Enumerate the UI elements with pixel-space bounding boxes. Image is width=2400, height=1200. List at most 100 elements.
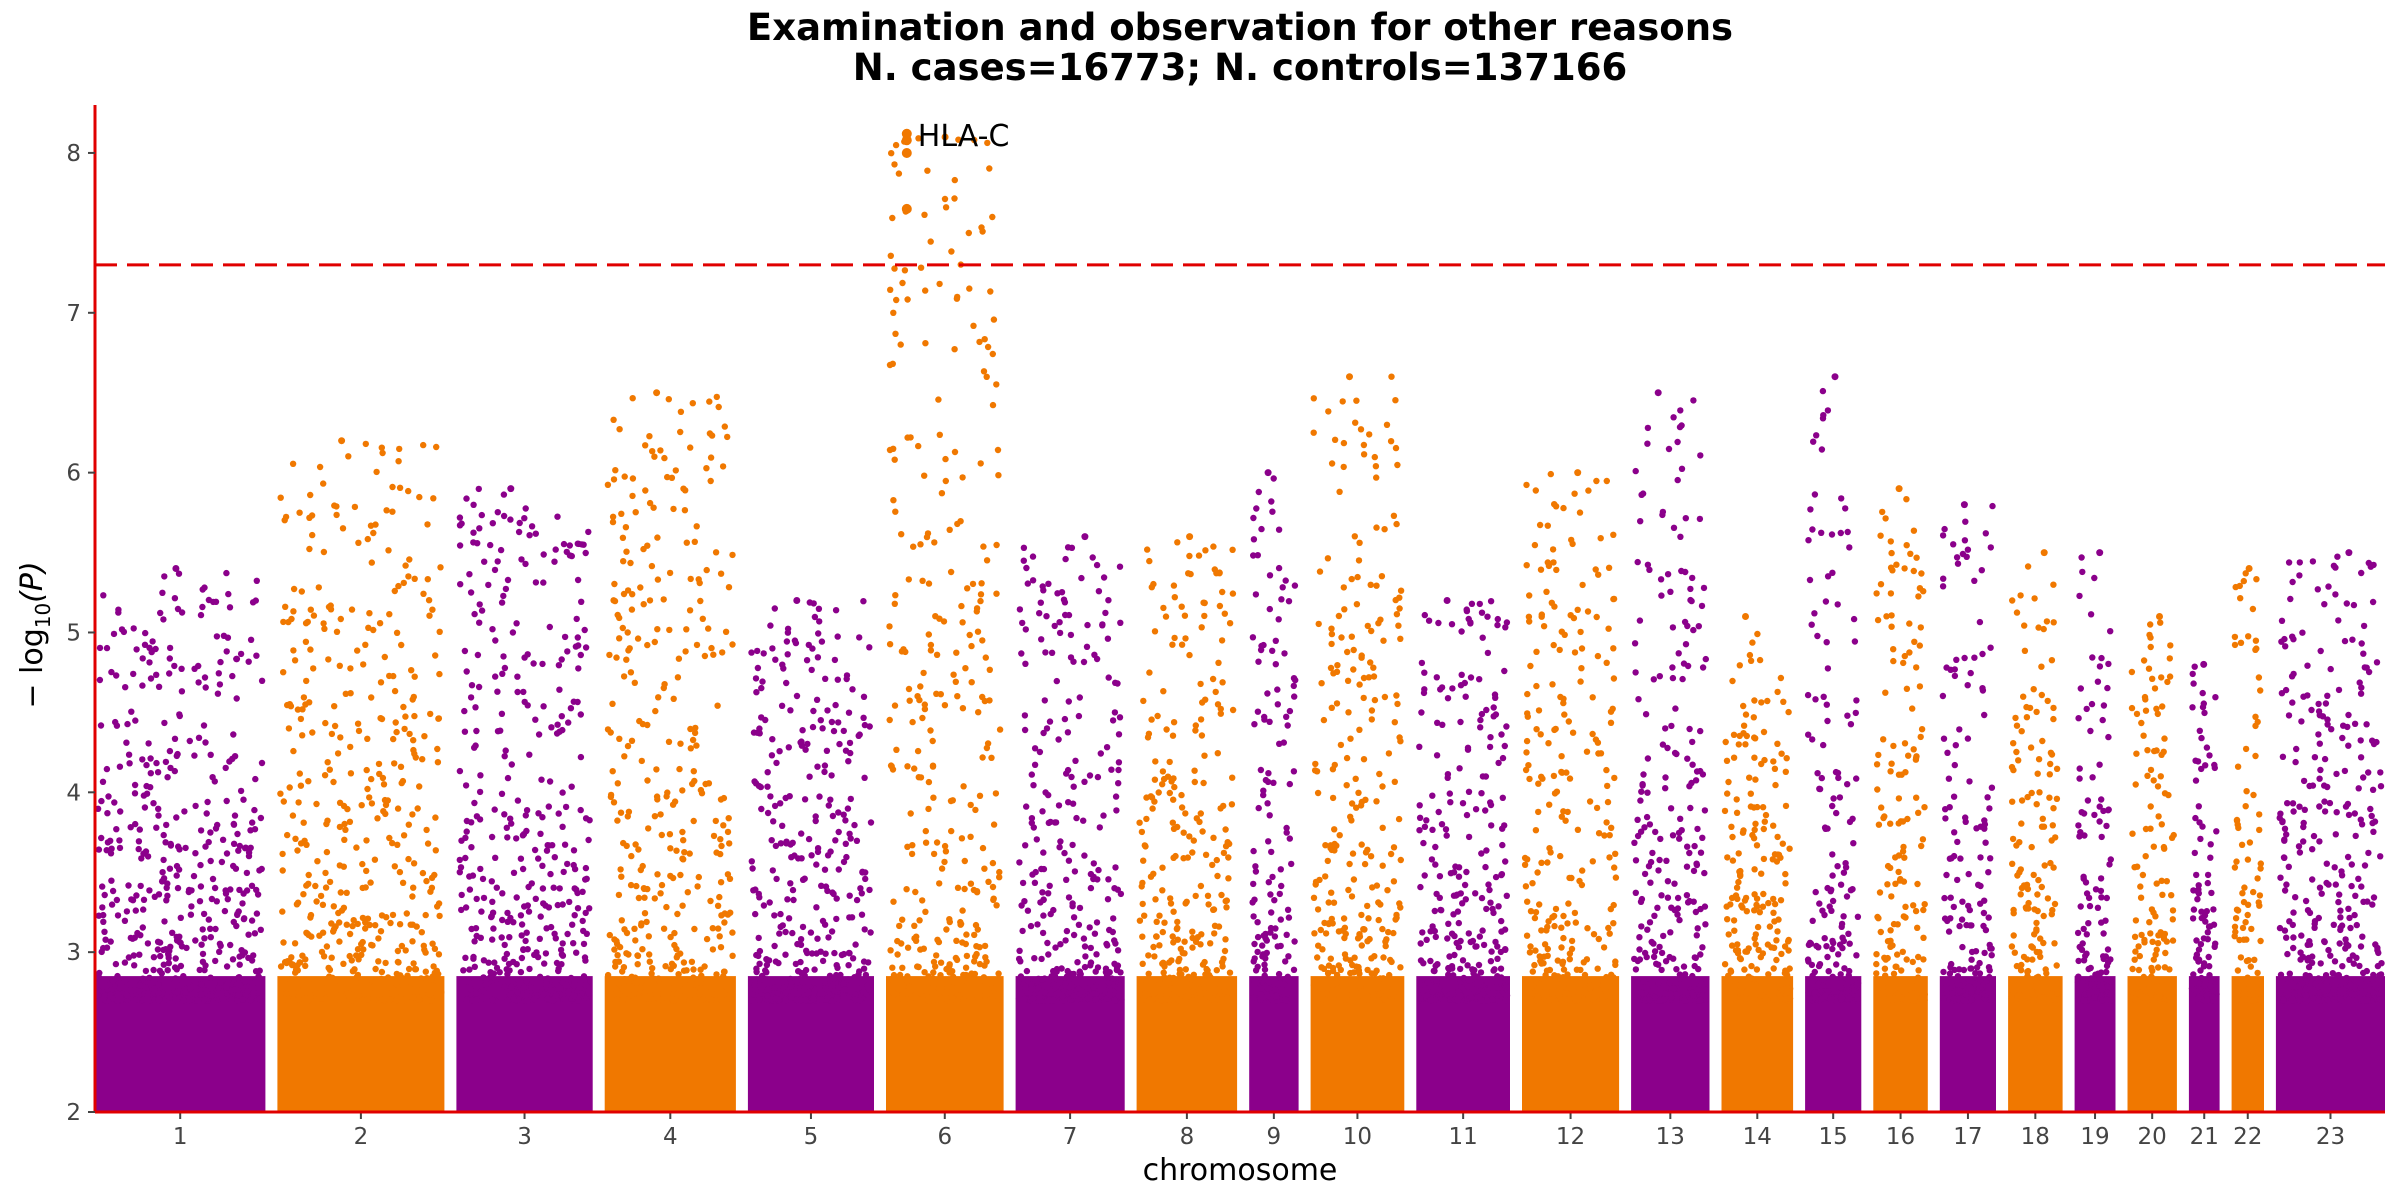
- snp-point: [147, 675, 155, 682]
- snp-point: [1535, 707, 1543, 714]
- chromosome-5-points: [747, 597, 875, 1112]
- snp-point: [1290, 768, 1298, 775]
- snp-point: [841, 986, 849, 993]
- snp-point: [1446, 996, 1454, 1003]
- snp-point: [889, 766, 897, 773]
- snp-point: [833, 962, 840, 969]
- snp-point: [767, 622, 774, 629]
- snp-point: [951, 195, 958, 202]
- snp-point: [1417, 940, 1424, 947]
- snp-point: [724, 828, 732, 836]
- snp-point: [172, 996, 180, 1004]
- snp-point: [160, 876, 167, 883]
- snp-point: [1637, 898, 1645, 905]
- chromosome-3-points: [456, 485, 593, 1112]
- snp-point: [1760, 890, 1767, 898]
- snp-point: [166, 994, 173, 1001]
- snp-point: [1229, 992, 1236, 999]
- snp-point: [1350, 969, 1358, 976]
- snp-point: [1266, 572, 1274, 579]
- snp-point: [1676, 423, 1684, 431]
- snp-point: [1463, 811, 1471, 819]
- snp-point: [520, 946, 527, 954]
- snp-point: [1608, 824, 1615, 831]
- snp-point: [1397, 635, 1404, 642]
- snp-point: [830, 890, 837, 898]
- snp-point: [1090, 860, 1098, 867]
- snp-point: [1283, 931, 1290, 938]
- snp-point: [1782, 880, 1789, 887]
- snp-point: [235, 991, 242, 999]
- snp-point: [668, 995, 675, 1002]
- snp-point: [199, 603, 206, 611]
- snp-point: [1356, 970, 1363, 977]
- snp-point: [1606, 930, 1613, 937]
- snp-point: [670, 695, 677, 702]
- snp-point: [1372, 463, 1380, 470]
- snp-point: [653, 766, 660, 773]
- snp-point: [409, 938, 416, 945]
- snp-point: [658, 881, 666, 889]
- snp-point: [456, 542, 464, 549]
- snp-point: [1061, 849, 1068, 857]
- snp-point: [860, 714, 867, 721]
- snp-point: [1752, 941, 1759, 948]
- snp-point: [635, 894, 643, 902]
- snp-point: [95, 912, 103, 919]
- snp-point: [994, 446, 1002, 454]
- snp-point: [1280, 980, 1288, 988]
- snp-point: [1534, 869, 1541, 876]
- snp-point: [908, 850, 916, 858]
- snp-point: [143, 761, 150, 769]
- snp-point: [1170, 719, 1178, 726]
- snp-point: [1197, 680, 1204, 688]
- snp-point: [981, 697, 989, 705]
- snp-point: [980, 368, 988, 375]
- snp-point: [1743, 908, 1751, 915]
- snp-point: [611, 946, 618, 953]
- snp-point: [127, 824, 134, 831]
- snp-point: [435, 951, 443, 958]
- snp-point: [1063, 876, 1070, 883]
- snp-point: [765, 957, 773, 964]
- snp-point: [987, 288, 994, 295]
- snp-point: [494, 688, 501, 695]
- snp-point: [691, 987, 698, 994]
- snp-point: [1024, 580, 1032, 587]
- snp-point: [386, 611, 393, 618]
- snp-point: [560, 868, 567, 876]
- snp-point: [889, 214, 896, 222]
- snp-point: [1724, 916, 1731, 923]
- snp-point: [199, 586, 206, 593]
- snp-point: [1360, 674, 1368, 682]
- snp-point: [538, 776, 545, 783]
- snp-point: [307, 606, 314, 613]
- snp-point: [982, 654, 989, 661]
- snp-point: [853, 896, 861, 904]
- snp-point: [1566, 874, 1573, 882]
- snp-point: [1571, 649, 1579, 656]
- snp-point: [1311, 930, 1318, 937]
- snp-point: [135, 845, 142, 853]
- snp-point: [607, 793, 615, 801]
- snp-point: [531, 846, 539, 854]
- snp-point: [904, 763, 911, 770]
- snp-point: [1532, 827, 1540, 834]
- snp-point: [677, 408, 685, 415]
- snp-point: [1310, 395, 1318, 402]
- snp-point: [1544, 859, 1551, 866]
- snp-point: [1428, 996, 1435, 1004]
- snp-point: [397, 763, 405, 770]
- snp-point: [1486, 886, 1493, 894]
- snp-point: [1116, 714, 1124, 721]
- snp-point: [294, 962, 301, 969]
- snp-point: [105, 793, 112, 800]
- snp-point: [1433, 752, 1441, 759]
- snp-point: [424, 576, 431, 583]
- snp-point: [537, 913, 544, 920]
- snp-point: [809, 645, 816, 652]
- snp-point: [101, 891, 108, 899]
- snp-point: [1436, 894, 1444, 901]
- snp-point: [131, 962, 138, 969]
- snp-point: [463, 828, 470, 835]
